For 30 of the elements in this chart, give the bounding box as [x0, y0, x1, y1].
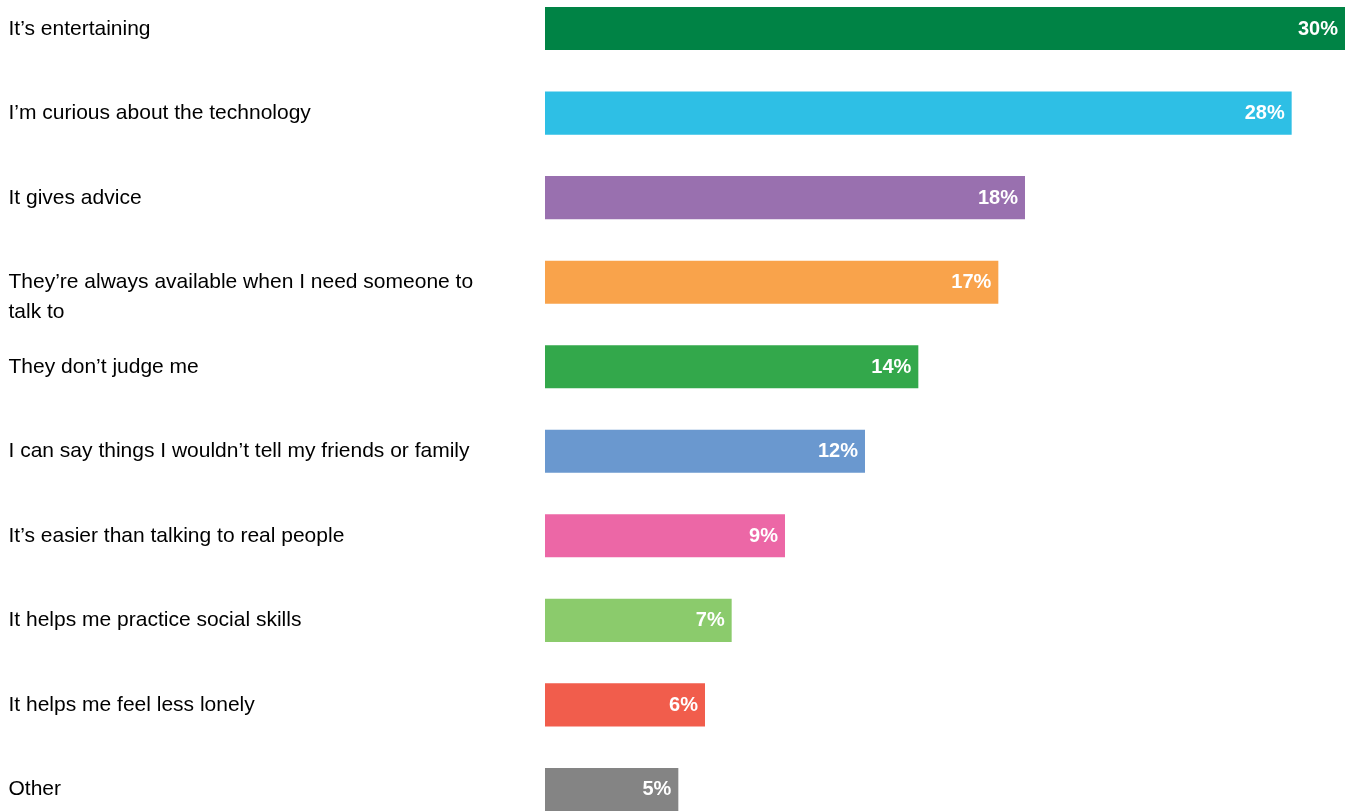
bar: [545, 767, 679, 811]
bar: [545, 260, 999, 304]
data-label: 17%: [951, 270, 992, 293]
bar: [545, 598, 732, 642]
bar: [545, 91, 1292, 135]
bar: [545, 683, 705, 727]
y-tick-label: I’m curious about the technology: [8, 100, 312, 124]
data-label: 6%: [669, 692, 699, 715]
y-tick-label: They don’t judge me: [8, 353, 199, 377]
data-label: 14%: [871, 354, 912, 377]
data-label: 5%: [642, 777, 672, 800]
y-tick-label: I can say things I wouldn’t tell my friends or family: [8, 438, 471, 462]
y-tick-label: Other: [8, 776, 62, 800]
bar: [545, 345, 919, 389]
y-tick-label: It helps me feel less lonely: [8, 691, 256, 715]
bar: [545, 429, 865, 473]
y-tick-label: They’re always available when I need someone to talk to: [8, 269, 474, 323]
bar: [545, 176, 1025, 220]
y-tick-label: It gives advice: [8, 184, 142, 208]
data-label: 7%: [695, 608, 725, 631]
y-tick-label: It’s easier than talking to real people: [8, 522, 345, 546]
data-label: 28%: [1244, 101, 1285, 124]
data-label: 30%: [1297, 16, 1339, 39]
data-label: 18%: [977, 185, 1019, 208]
data-label: 9%: [749, 523, 779, 546]
y-tick-label: It’s entertaining: [8, 15, 151, 39]
bar: [545, 7, 1345, 51]
bar: [545, 514, 785, 558]
data-label: 12%: [817, 439, 859, 462]
y-tick-label: It helps me practice social skills: [8, 607, 302, 631]
